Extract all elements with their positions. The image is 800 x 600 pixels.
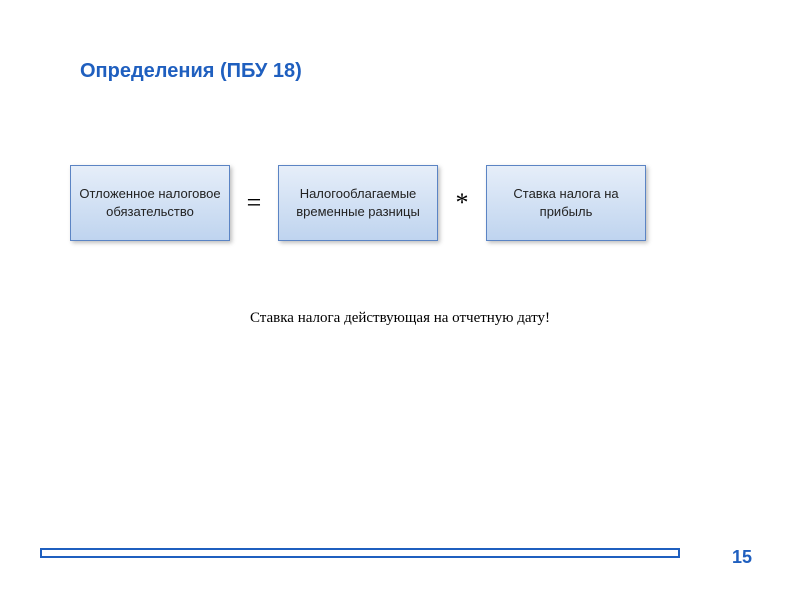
slide-title: Определения (ПБУ 18) [80, 60, 302, 83]
operator-multiply: * [450, 188, 474, 218]
box-profit-tax-rate: Ставка налога на прибыль [486, 165, 646, 241]
box-taxable-temporary-differences: Налогооблагаемые временные разницы [278, 165, 438, 241]
footer-bar [40, 548, 680, 558]
equation-row: Отложенное налоговое обязательство = Нал… [70, 165, 646, 241]
box-deferred-tax-liability: Отложенное налоговое обязательство [70, 165, 230, 241]
page-number: 15 [732, 547, 752, 568]
note-text: Ставка налога действующая на отчетную да… [0, 310, 800, 327]
operator-equals: = [242, 188, 266, 218]
